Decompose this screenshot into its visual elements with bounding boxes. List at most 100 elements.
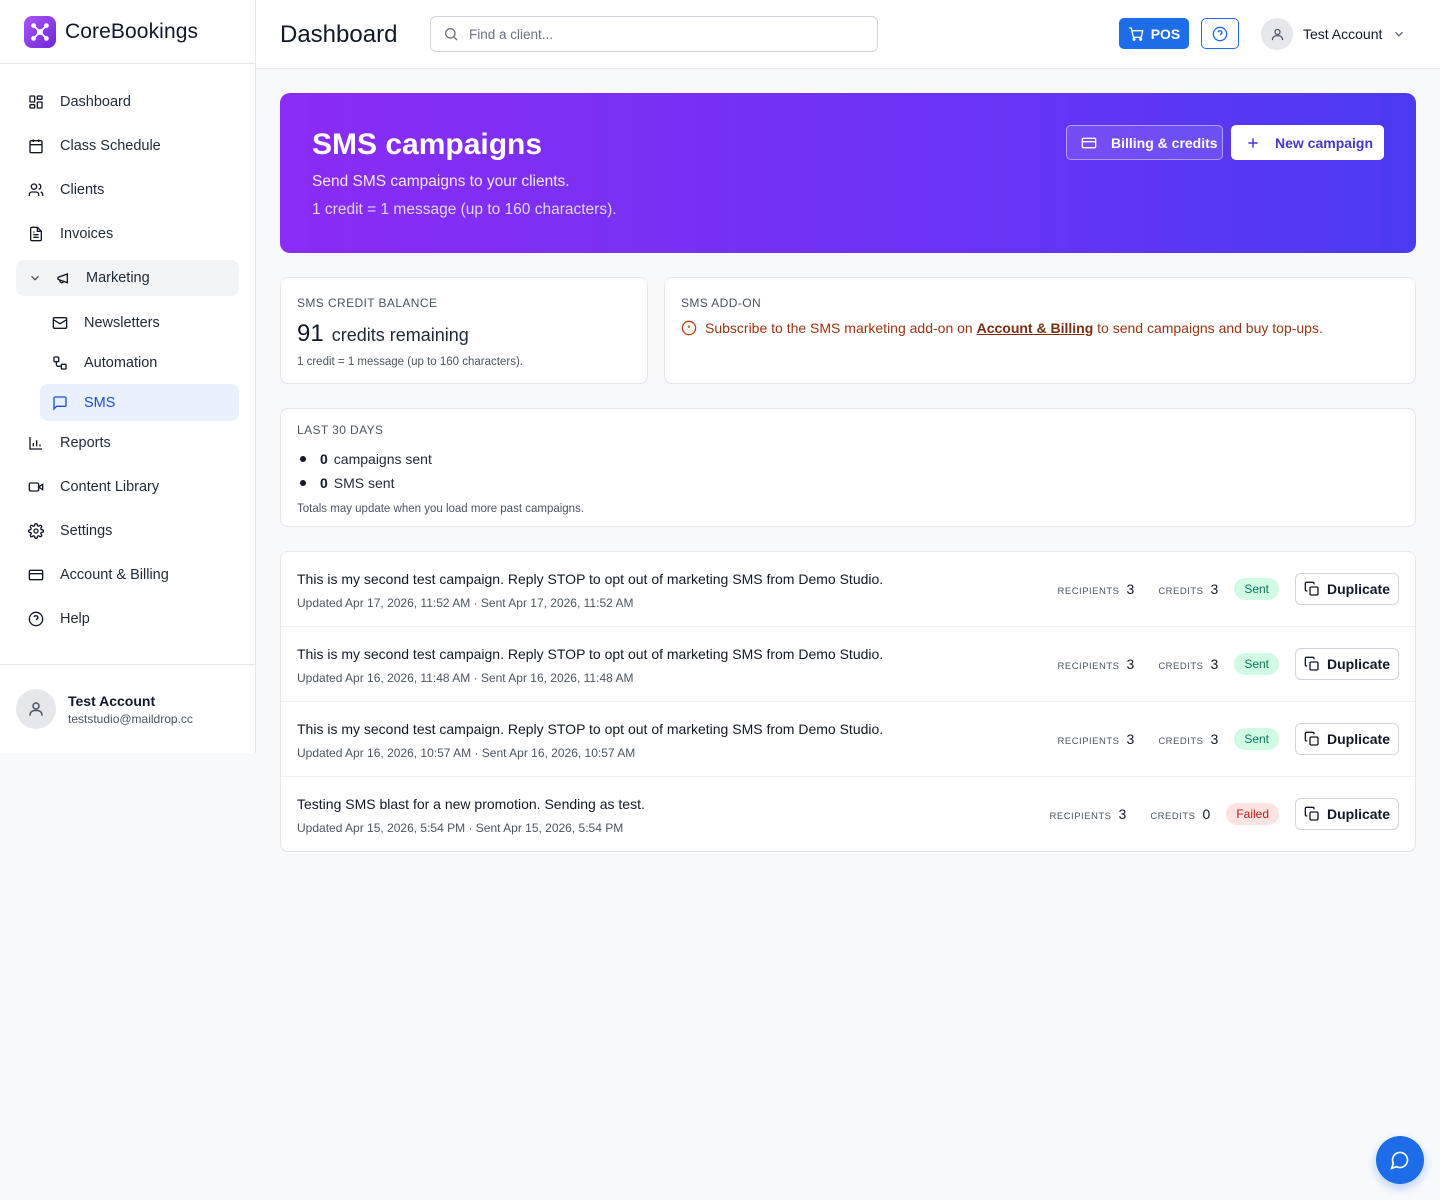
sidebar-user-email: teststudio@maildrop.cc: [68, 711, 193, 726]
stats-note: Totals may update when you load more pas…: [297, 503, 585, 515]
duplicate-button[interactable]: Duplicate: [1295, 723, 1399, 755]
duplicate-button[interactable]: Duplicate: [1295, 648, 1399, 680]
last-30-days-card: LAST 30 DAYS 0 campaigns sent 0 SMS sent T…: [280, 408, 1416, 527]
stat-campaigns-sent: 0 campaigns sent: [297, 447, 1399, 471]
pos-label: POS: [1150, 25, 1181, 42]
search-icon: [445, 28, 458, 41]
campaign-meta: Updated Apr 16, 2026, 10:57 AM · Sent Ap…: [297, 746, 636, 760]
campaign-title: Testing SMS blast for a new promotion. S…: [297, 796, 645, 812]
sidebar-user[interactable]: Test Account teststudio@maildrop.cc: [0, 664, 255, 753]
billing-credits-label: Billing & credits: [1111, 134, 1218, 151]
sidebar-item-class-schedule[interactable]: Class Schedule: [16, 128, 239, 164]
sidebar-item-label: Help: [60, 611, 90, 627]
marketing-subnav: Newsletters Automation SMS: [16, 304, 239, 421]
alert-icon: [681, 320, 697, 336]
sidebar-item-settings[interactable]: Settings: [16, 513, 239, 549]
sidebar-item-newsletters[interactable]: Newsletters: [40, 304, 239, 341]
status-badge: Sent: [1234, 578, 1279, 600]
pos-button[interactable]: POS: [1119, 18, 1189, 49]
billing-credits-button[interactable]: Billing & credits: [1066, 125, 1223, 160]
sidebar-item-label: Dashboard: [60, 94, 131, 110]
campaign-list: This is my second test campaign. Reply S…: [280, 551, 1416, 852]
hero-note: 1 credit = 1 message (up to 160 characte…: [312, 201, 617, 218]
campaign-row[interactable]: Testing SMS blast for a new promotion. S…: [281, 777, 1415, 851]
hero-title: SMS campaigns: [312, 128, 543, 161]
sidebar-item-help[interactable]: Help: [16, 601, 239, 637]
new-campaign-button[interactable]: New campaign: [1231, 125, 1384, 160]
sidebar-item-label: Settings: [60, 523, 113, 539]
status-badge: Sent: [1234, 653, 1279, 675]
sidebar-item-label: Automation: [84, 354, 158, 371]
credits-metric: CREDITS 0: [1150, 806, 1211, 822]
video-icon: [28, 482, 44, 492]
sidebar-item-label: Class Schedule: [60, 138, 161, 154]
search-box[interactable]: [430, 16, 878, 52]
sidebar-item-label: SMS: [84, 394, 116, 411]
campaign-row[interactable]: This is my second test campaign. Reply S…: [281, 627, 1415, 702]
sidebar-item-label: Account & Billing: [60, 567, 169, 583]
sidebar-item-clients[interactable]: Clients: [16, 172, 239, 208]
avatar: [16, 689, 56, 729]
chat-button[interactable]: [1376, 1136, 1424, 1184]
recipients-metric: RECIPIENTS 3: [1057, 581, 1135, 597]
sidebar-item-reports[interactable]: Reports: [16, 425, 239, 461]
account-menu[interactable]: Test Account: [1261, 18, 1406, 50]
status-badge: Sent: [1234, 728, 1279, 750]
credit-card-icon: [28, 569, 44, 581]
sidebar-item-label: Reports: [60, 435, 111, 451]
sidebar-item-label: Marketing: [86, 270, 150, 286]
sidebar-item-automation[interactable]: Automation: [40, 344, 239, 381]
gear-icon: [28, 523, 44, 539]
campaign-meta: Updated Apr 15, 2026, 5:54 PM · Sent Apr…: [297, 821, 624, 835]
search-input[interactable]: [469, 26, 849, 42]
dashboard-icon: [29, 95, 43, 109]
user-icon: [1271, 28, 1283, 40]
chevron-down-icon: [1395, 31, 1404, 37]
duplicate-button[interactable]: Duplicate: [1295, 798, 1399, 830]
sidebar-item-sms[interactable]: SMS: [40, 384, 239, 421]
campaign-row[interactable]: This is my second test campaign. Reply S…: [281, 702, 1415, 777]
page-title: Dashboard: [280, 21, 398, 48]
copy-icon: [1304, 581, 1319, 596]
automation-icon: [53, 355, 67, 370]
campaign-title: This is my second test campaign. Reply S…: [297, 646, 884, 662]
account-name: Test Account: [1303, 26, 1383, 42]
brand[interactable]: CoreBookings: [0, 0, 255, 64]
top-bar: Dashboard POS Test Account: [256, 0, 1440, 69]
brand-logo-icon: [24, 15, 56, 48]
plus-icon: [1248, 137, 1258, 148]
chevron-down-icon: [31, 275, 39, 281]
mail-icon: [52, 316, 68, 329]
campaign-meta: Updated Apr 17, 2026, 11:52 AM · Sent Ap…: [297, 596, 634, 610]
credit-balance-label: credits remaining: [331, 325, 469, 345]
copy-icon: [1304, 806, 1319, 821]
megaphone-icon: [57, 273, 68, 284]
sidebar-item-label: Newsletters: [84, 314, 160, 331]
sms-addon-text-before: Subscribe to the SMS marketing add-on on: [705, 320, 973, 336]
duplicate-button[interactable]: Duplicate: [1295, 573, 1399, 605]
credit-balance-value: 91: [297, 320, 324, 347]
sms-addon-heading: SMS ADD-ON: [681, 296, 762, 310]
credit-balance-card: SMS CREDIT BALANCE 91 credits remaining …: [280, 277, 648, 384]
sidebar-group-marketing[interactable]: Marketing: [16, 260, 239, 296]
sms-addon-text-after: to send campaigns and buy top-ups.: [1097, 320, 1323, 336]
sms-hero-banner: SMS campaigns Send SMS campaigns to your…: [280, 93, 1416, 253]
campaign-meta: Updated Apr 16, 2026, 11:48 AM · Sent Ap…: [297, 671, 634, 685]
sidebar-item-label: Content Library: [60, 479, 160, 495]
invoice-icon: [30, 226, 42, 242]
sidebar-item-content-library[interactable]: Content Library: [16, 469, 239, 505]
credit-balance-heading: SMS CREDIT BALANCE: [297, 296, 438, 310]
sidebar-item-dashboard[interactable]: Dashboard: [16, 84, 239, 120]
credits-metric: CREDITS 3: [1158, 581, 1219, 597]
new-campaign-label: New campaign: [1275, 134, 1374, 151]
account-billing-link[interactable]: Account & Billing: [976, 320, 1094, 336]
stats-list: 0 campaigns sent 0 SMS sent: [297, 447, 1399, 495]
message-icon: [53, 395, 67, 411]
recipients-metric: RECIPIENTS 3: [1057, 731, 1135, 747]
help-button[interactable]: [1201, 18, 1239, 49]
cart-icon: [1129, 26, 1144, 41]
sidebar-item-label: Invoices: [60, 226, 114, 242]
campaign-row[interactable]: This is my second test campaign. Reply S…: [281, 552, 1415, 627]
sidebar-item-invoices[interactable]: Invoices: [16, 216, 239, 252]
sidebar-item-account-billing[interactable]: Account & Billing: [16, 557, 239, 593]
